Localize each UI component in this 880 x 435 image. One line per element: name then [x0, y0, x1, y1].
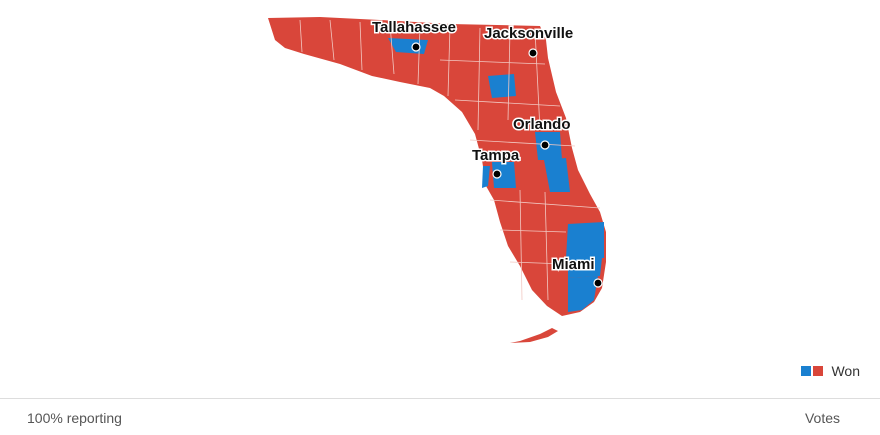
city-label-jacksonville: Jacksonville — [484, 25, 573, 42]
city-label-tallahassee: Tallahassee — [372, 19, 456, 36]
footer: 100% reporting Votes — [0, 398, 880, 435]
votes-label: Votes — [804, 410, 840, 426]
city-dot-orlando — [540, 140, 550, 150]
legend-swatch-blue — [801, 366, 812, 376]
city-label-tampa: Tampa — [472, 147, 520, 164]
legend: Won — [801, 363, 860, 379]
county-alachua — [488, 74, 516, 98]
city-dot-miami — [593, 278, 603, 288]
city-dot-tallahassee — [411, 42, 421, 52]
city-dot-tampa — [492, 169, 502, 179]
florida-county-map: Tallahassee Jacksonville Orlando Tampa Miami — [268, 17, 606, 343]
county-hillsborough — [492, 162, 516, 188]
legend-swatch-red — [813, 366, 824, 376]
county-broward — [568, 258, 602, 278]
county-palm-beach — [566, 222, 604, 258]
county-pinellas — [482, 166, 490, 188]
city-label-miami: Miami — [552, 256, 595, 273]
county-osceola — [544, 158, 570, 192]
legend-label: Won — [831, 363, 860, 379]
county-borders — [299, 19, 601, 301]
reporting-status: 100% reporting — [27, 410, 122, 426]
city-dot-jacksonville — [528, 48, 538, 58]
florida-keys-shape — [510, 328, 558, 343]
county-miami-dade — [568, 276, 598, 312]
city-label-orlando: Orlando — [513, 116, 571, 133]
florida-state-shape — [268, 17, 606, 316]
